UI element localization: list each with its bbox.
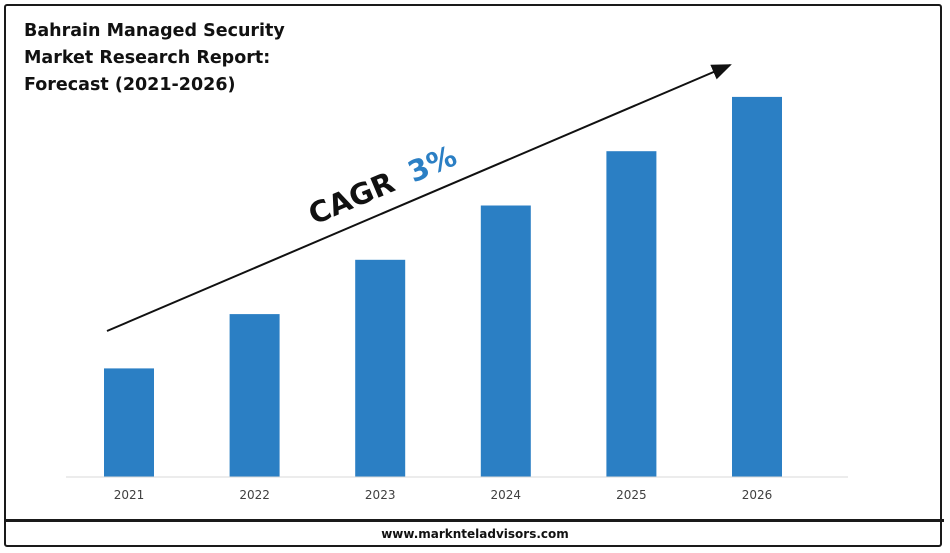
x-tick-label-2021: 2021 bbox=[114, 488, 145, 502]
x-tick-label-2025: 2025 bbox=[616, 488, 647, 502]
bar-2024 bbox=[480, 205, 531, 477]
footer-website: www.marknteladvisors.com bbox=[381, 527, 569, 541]
x-tick-label-2022: 2022 bbox=[239, 488, 270, 502]
x-tick-label-2024: 2024 bbox=[491, 488, 522, 502]
cagr-trend-arrow bbox=[106, 64, 732, 332]
bar-2026 bbox=[732, 96, 782, 478]
chart-title-line-3: Forecast (2021-2026) bbox=[24, 75, 236, 95]
chart-title-line-2: Market Research Report: bbox=[24, 48, 271, 68]
cagr-annotation: CAGR 3% bbox=[303, 139, 461, 232]
bar-2025 bbox=[606, 151, 657, 477]
bar-2023 bbox=[355, 259, 406, 477]
cagr-value: 3% bbox=[403, 139, 462, 190]
cagr-label: CAGR bbox=[303, 165, 399, 231]
chart-title: Bahrain Managed Security Market Research… bbox=[24, 18, 324, 99]
chart-title-line-1: Bahrain Managed Security bbox=[24, 21, 285, 41]
footer-divider bbox=[6, 519, 944, 522]
x-tick-label-2023: 2023 bbox=[365, 488, 396, 502]
bar-2022 bbox=[229, 314, 280, 477]
chart-frame bbox=[4, 4, 942, 547]
bar-2021 bbox=[104, 368, 154, 477]
x-tick-label-2026: 2026 bbox=[742, 488, 773, 502]
